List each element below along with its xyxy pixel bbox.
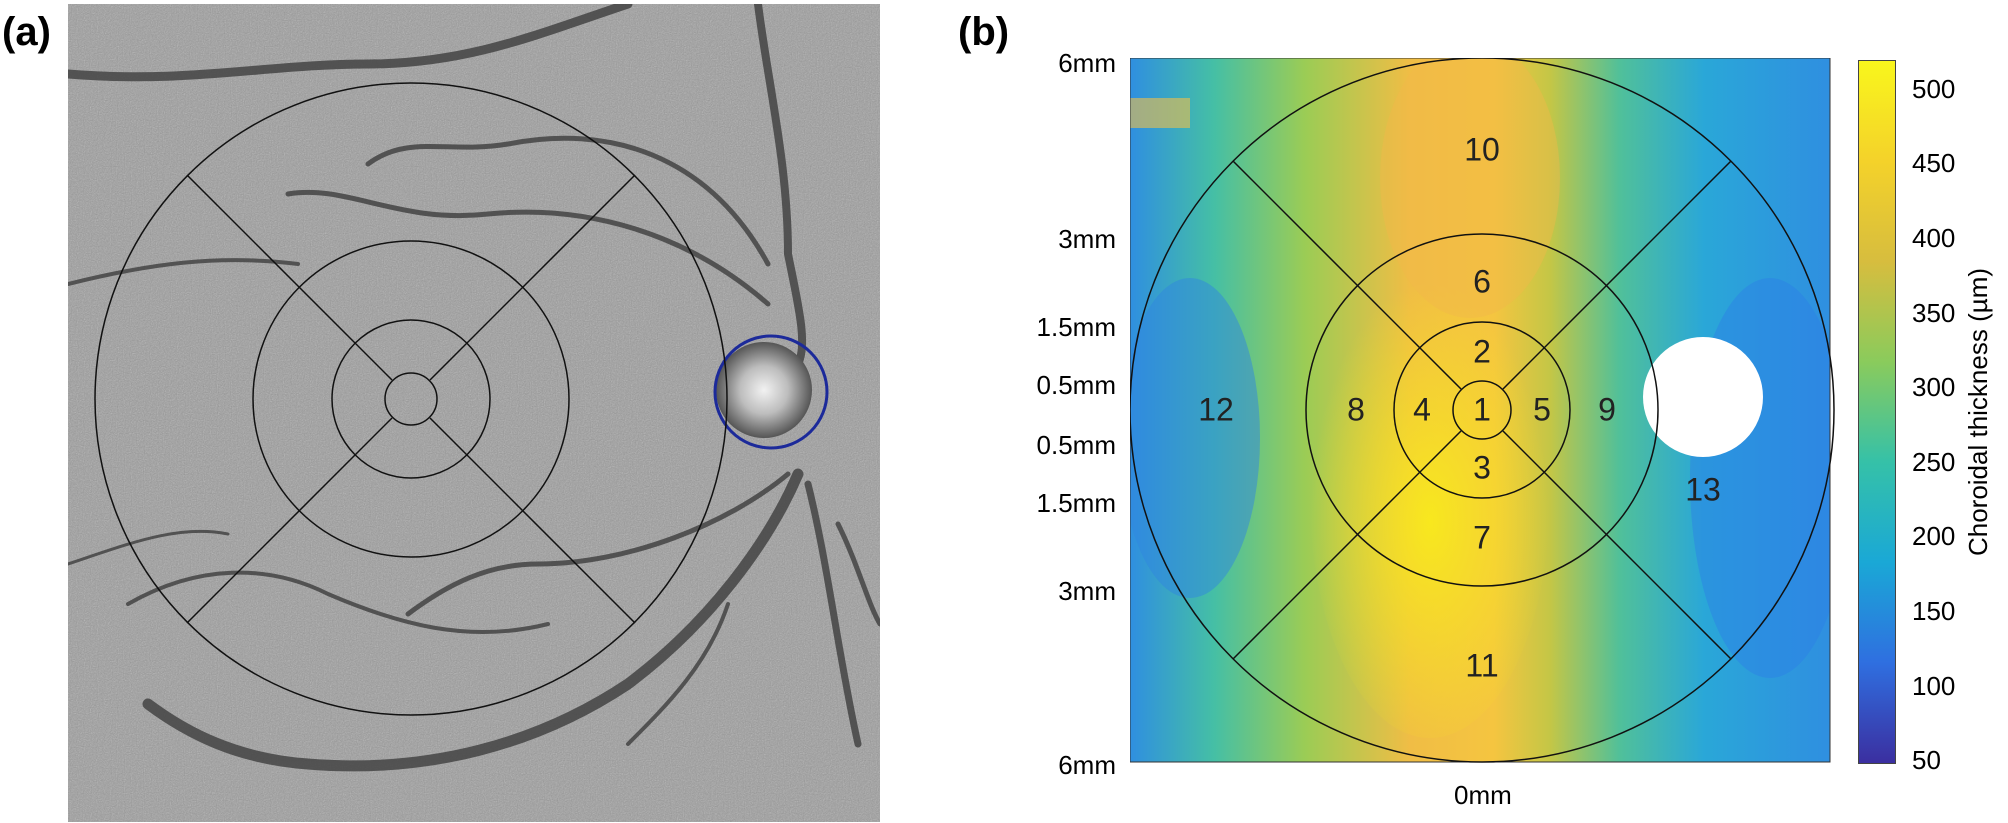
sector-8: 8 (1347, 391, 1365, 427)
y-tick-label: 6mm (1058, 48, 1116, 78)
etdrs-grid-a (94, 82, 728, 716)
optic-disc (716, 342, 812, 438)
sector-2: 2 (1473, 333, 1491, 369)
sector-13: 13 (1685, 471, 1721, 507)
y-tick-label: 1.5mm (1036, 312, 1116, 342)
sector-4: 4 (1413, 391, 1431, 427)
colorbar-tick: 50 (1912, 745, 1941, 775)
colorbar-label: Choroidal thickness (µm) (1963, 267, 1993, 557)
x-tick-label: 0mm (1454, 780, 1512, 810)
thickness-map: 1 2 3 4 5 6 7 8 9 10 11 12 13 (1130, 58, 1835, 763)
colorbar-tick: 400 (1912, 223, 1956, 253)
sector-7: 7 (1473, 519, 1491, 555)
sector-10: 10 (1464, 131, 1500, 167)
etdrs-grid-b (1130, 58, 1835, 763)
sector-11: 11 (1465, 647, 1498, 683)
fundus-image (68, 4, 880, 822)
colorbar-tick: 100 (1912, 671, 1956, 701)
retinal-vessels (68, 4, 880, 772)
colorbar-tick: 250 (1912, 447, 1956, 477)
sector-6: 6 (1473, 263, 1491, 299)
colorbar-tick: 450 (1912, 148, 1956, 178)
sector-3: 3 (1473, 449, 1491, 485)
colorbar-tick: 500 (1912, 74, 1956, 104)
y-tick-label: 0.5mm (1036, 430, 1116, 460)
optic-disc-mask (1643, 337, 1763, 457)
y-tick-label: 6mm (1058, 750, 1116, 780)
y-tick-label: 0.5mm (1036, 370, 1116, 400)
optic-disc-ring (713, 334, 829, 450)
colorbar-tick: 200 (1912, 521, 1956, 551)
sector-5: 5 (1533, 391, 1551, 427)
y-tick-label: 1.5mm (1036, 488, 1116, 518)
colorbar-tick: 300 (1912, 372, 1956, 402)
sector-9: 9 (1598, 391, 1616, 427)
sector-12: 12 (1198, 391, 1234, 427)
sector-1: 1 (1473, 391, 1491, 427)
colorbar (1858, 60, 1896, 764)
y-tick-label: 3mm (1058, 576, 1116, 606)
colorbar-tick: 350 (1912, 298, 1956, 328)
panel-label-b: (b) (958, 10, 1010, 54)
panel-label-a: (a) (2, 10, 51, 54)
y-tick-label: 3mm (1058, 224, 1116, 254)
colorbar-tick: 150 (1912, 596, 1956, 626)
